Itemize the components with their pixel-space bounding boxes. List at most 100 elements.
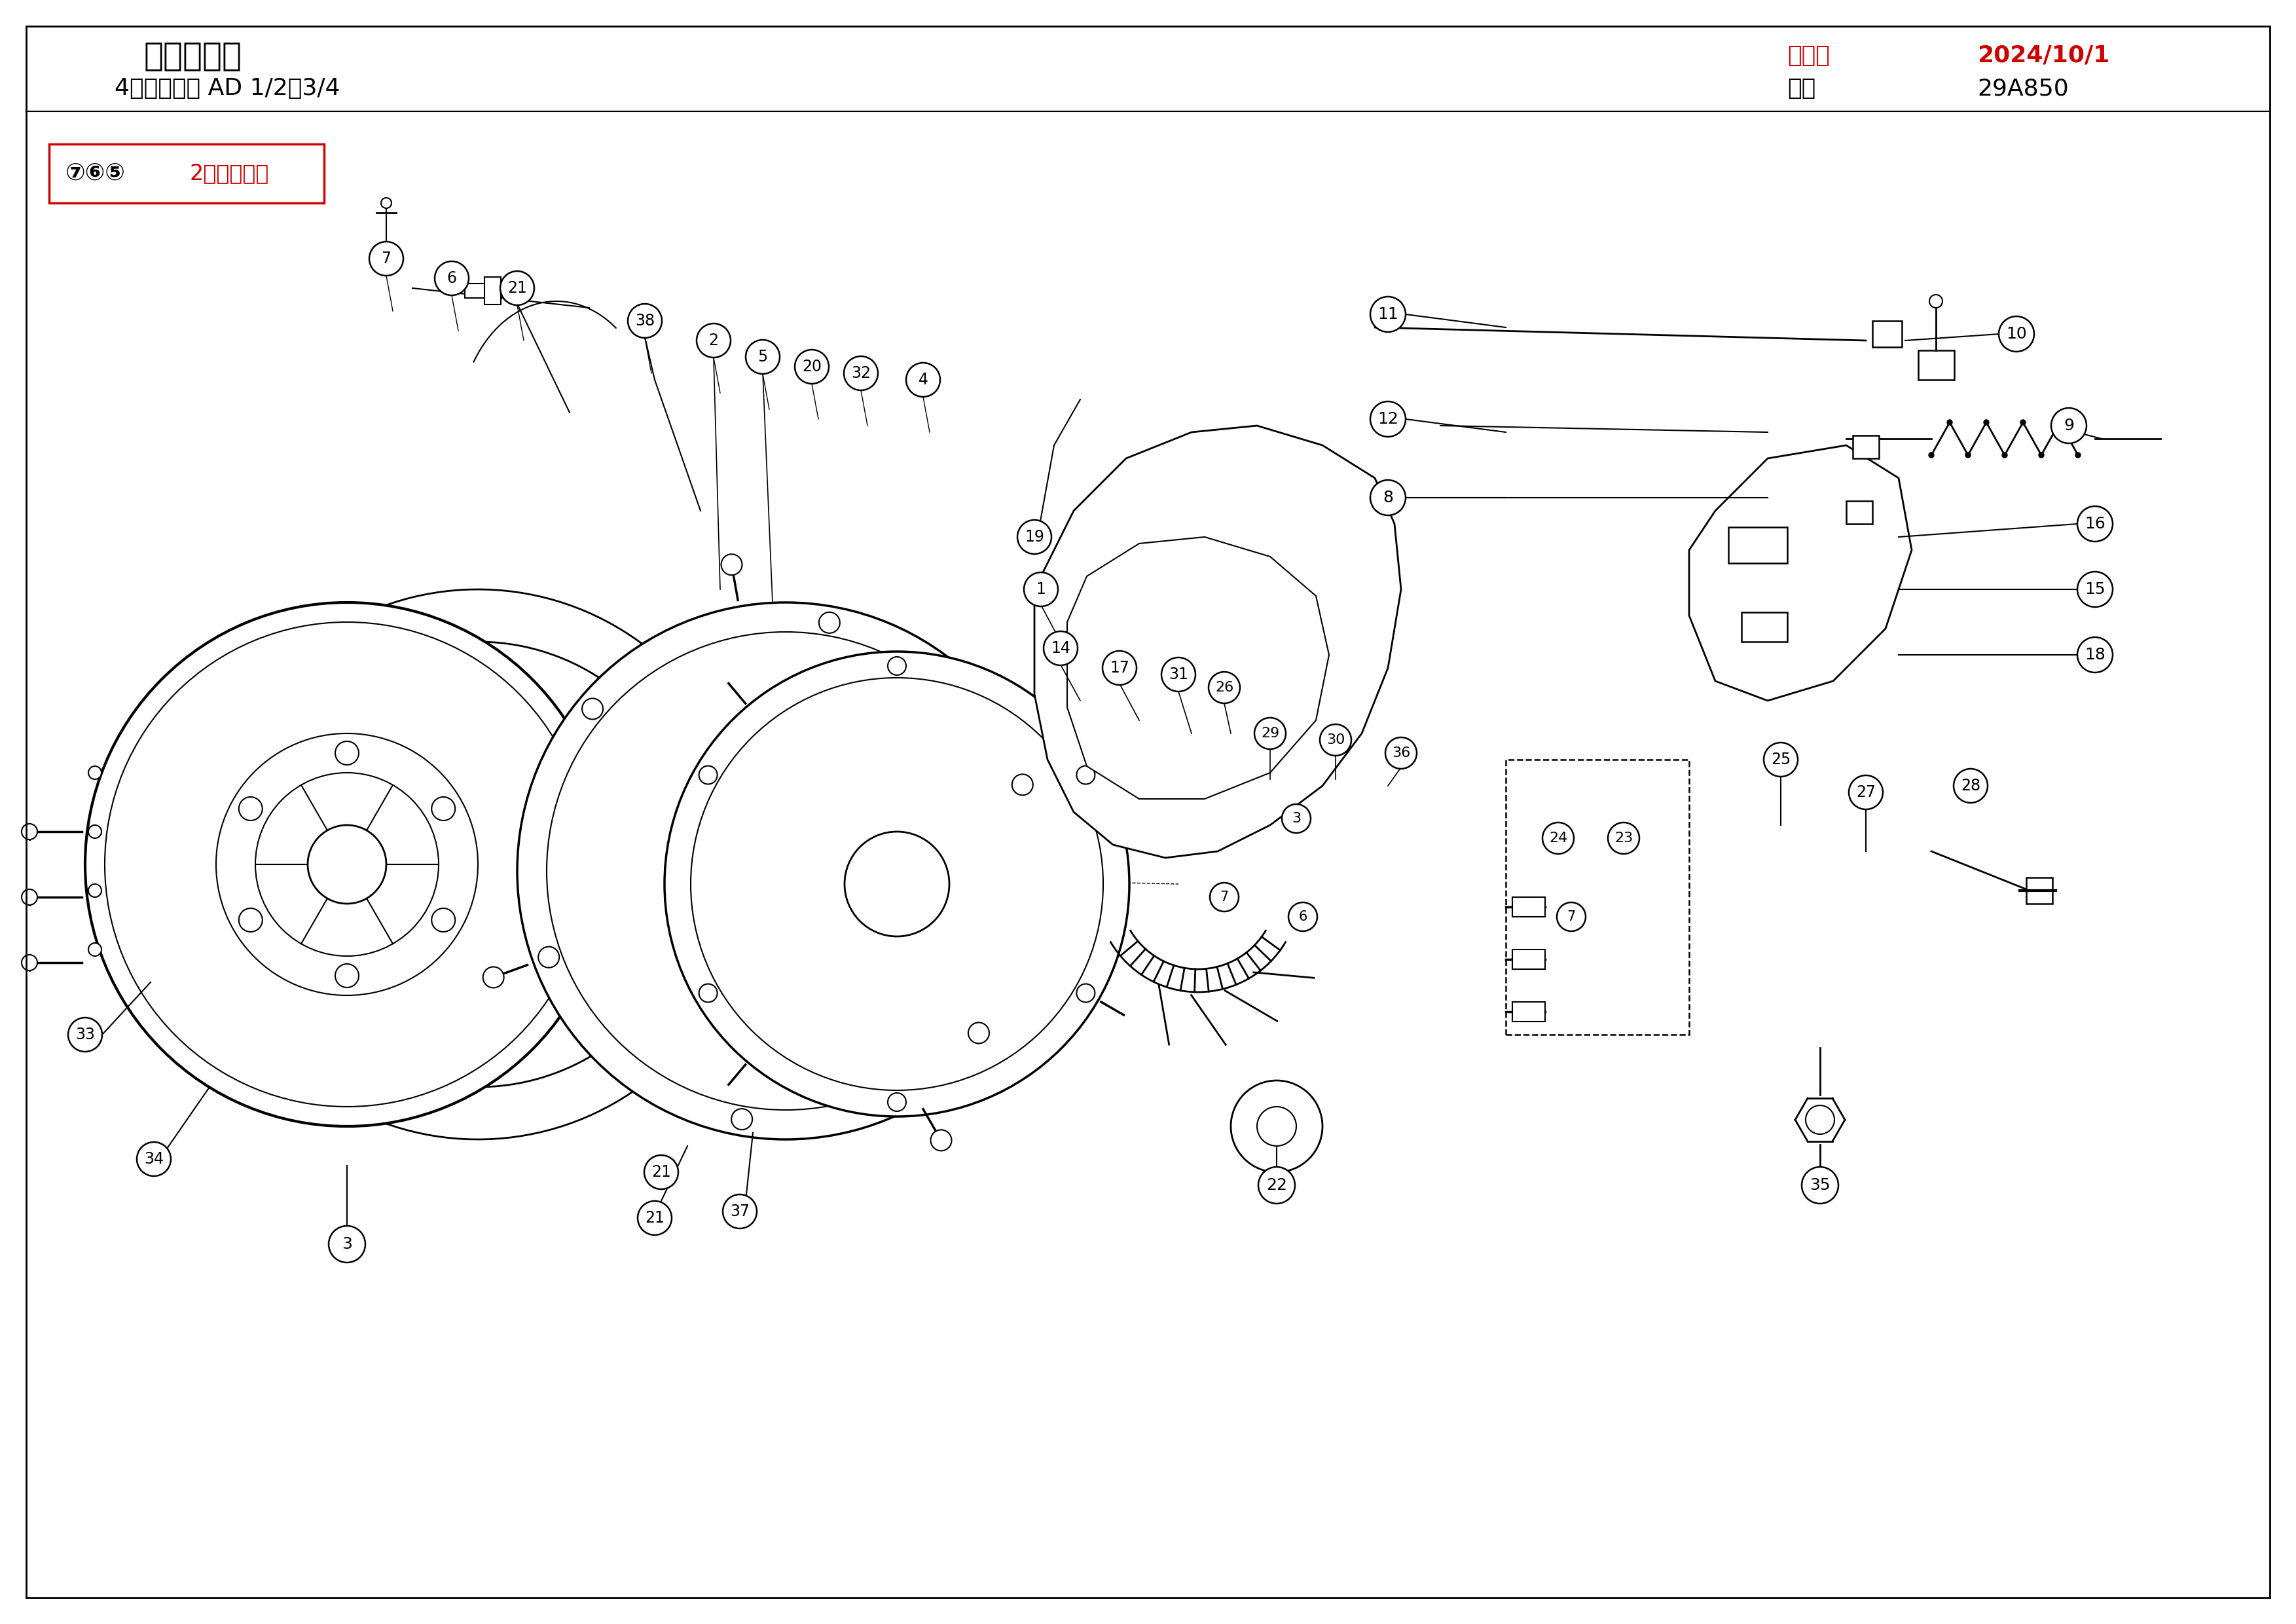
Text: 25: 25 — [1770, 752, 1791, 768]
Text: 4．自動切上 AD 1/2〜3/4: 4．自動切上 AD 1/2〜3/4 — [115, 78, 340, 99]
Circle shape — [1102, 651, 1137, 685]
Circle shape — [1371, 401, 1405, 437]
Circle shape — [845, 831, 948, 937]
Circle shape — [2020, 419, 2025, 425]
Bar — [1506, 760, 1690, 1034]
Text: 8: 8 — [1382, 490, 1394, 505]
Polygon shape — [1690, 445, 1913, 700]
Circle shape — [21, 890, 37, 905]
Text: 1: 1 — [1035, 581, 1045, 598]
Circle shape — [1947, 419, 1952, 425]
Text: 10: 10 — [2007, 326, 2027, 341]
Circle shape — [907, 362, 939, 396]
Circle shape — [370, 242, 404, 276]
Text: 31: 31 — [1169, 666, 1189, 682]
Circle shape — [664, 651, 1130, 1117]
Text: 2: 2 — [709, 333, 719, 349]
Circle shape — [2039, 453, 2043, 458]
Circle shape — [889, 1093, 907, 1111]
Circle shape — [1208, 672, 1240, 703]
Circle shape — [216, 734, 478, 996]
Circle shape — [87, 883, 101, 896]
Circle shape — [255, 773, 439, 957]
Circle shape — [721, 554, 742, 575]
Circle shape — [1543, 822, 1573, 854]
Text: 16: 16 — [2085, 516, 2105, 531]
Circle shape — [432, 908, 455, 932]
Circle shape — [696, 323, 730, 357]
Bar — [1729, 528, 1786, 564]
Text: ⑦⑥⑤: ⑦⑥⑤ — [67, 162, 126, 185]
Circle shape — [627, 304, 661, 338]
Bar — [1513, 950, 1545, 970]
Text: 2セット使用: 2セット使用 — [191, 162, 269, 185]
Circle shape — [1848, 775, 1883, 809]
Text: 20: 20 — [801, 359, 822, 375]
Circle shape — [969, 1023, 990, 1044]
Text: 21: 21 — [645, 1210, 664, 1226]
Circle shape — [381, 198, 393, 208]
Circle shape — [1162, 658, 1196, 692]
Circle shape — [138, 1142, 170, 1176]
Circle shape — [698, 767, 716, 784]
Circle shape — [1607, 822, 1639, 854]
Circle shape — [1210, 883, 1238, 911]
Circle shape — [638, 1202, 673, 1234]
Text: 6: 6 — [1300, 909, 1306, 924]
Circle shape — [1258, 1168, 1295, 1203]
Circle shape — [328, 1226, 365, 1262]
Text: 7: 7 — [1219, 890, 1228, 903]
Text: 21: 21 — [652, 1164, 670, 1181]
Circle shape — [1929, 294, 1942, 309]
Bar — [1874, 322, 1901, 348]
Text: 2024/10/1: 2024/10/1 — [1977, 44, 2110, 67]
Text: 29: 29 — [1261, 728, 1279, 741]
Circle shape — [889, 656, 907, 676]
Text: 34: 34 — [145, 1151, 163, 1168]
Circle shape — [85, 603, 608, 1127]
Circle shape — [732, 1109, 753, 1130]
Circle shape — [1256, 1106, 1297, 1147]
Circle shape — [335, 741, 358, 765]
Circle shape — [1281, 804, 1311, 833]
Circle shape — [1254, 718, 1286, 749]
Text: 21: 21 — [507, 281, 528, 296]
Circle shape — [2057, 419, 2062, 425]
Text: 14: 14 — [1052, 640, 1070, 656]
Circle shape — [517, 603, 1054, 1140]
Bar — [1846, 500, 1874, 525]
Circle shape — [2000, 317, 2034, 352]
Text: 4: 4 — [918, 372, 928, 388]
Text: 37: 37 — [730, 1203, 748, 1220]
Text: 29A850: 29A850 — [1977, 78, 2069, 99]
Text: 7: 7 — [381, 250, 390, 266]
Circle shape — [335, 965, 358, 987]
Circle shape — [1045, 632, 1077, 666]
Circle shape — [87, 944, 101, 957]
Circle shape — [845, 356, 877, 390]
Bar — [48, 145, 324, 203]
Text: 9: 9 — [2064, 417, 2073, 434]
Bar — [484, 278, 501, 305]
Circle shape — [87, 767, 101, 780]
Text: 12: 12 — [1378, 411, 1398, 427]
Polygon shape — [1035, 425, 1401, 857]
Circle shape — [2078, 637, 2112, 672]
Bar — [2027, 877, 2053, 903]
Bar — [1513, 1002, 1545, 1021]
Text: 36: 36 — [1391, 747, 1410, 760]
Circle shape — [434, 261, 468, 296]
Circle shape — [645, 1155, 677, 1189]
Text: 33: 33 — [76, 1026, 94, 1043]
Circle shape — [1371, 297, 1405, 331]
Circle shape — [1371, 481, 1405, 515]
Circle shape — [1024, 572, 1058, 606]
Circle shape — [1384, 737, 1417, 768]
Circle shape — [106, 622, 590, 1106]
Circle shape — [2050, 408, 2087, 443]
Text: 7: 7 — [1566, 909, 1575, 924]
Circle shape — [1984, 419, 1988, 425]
Circle shape — [546, 632, 1024, 1109]
Circle shape — [723, 1194, 758, 1228]
Circle shape — [1557, 903, 1587, 931]
